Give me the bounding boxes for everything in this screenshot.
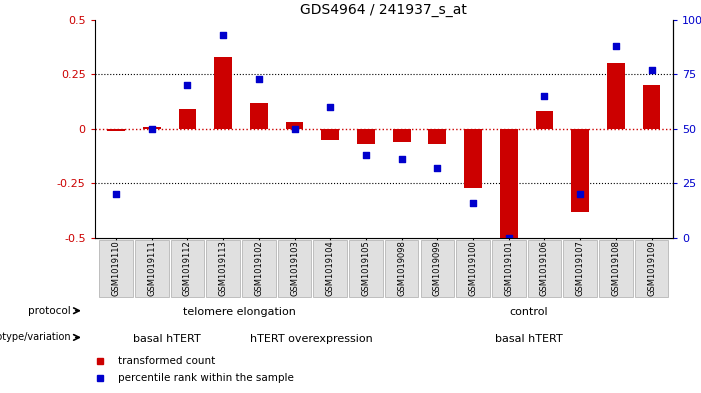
Text: hTERT overexpression: hTERT overexpression: [250, 334, 373, 344]
FancyBboxPatch shape: [170, 240, 204, 297]
Text: percentile rank within the sample: percentile rank within the sample: [118, 373, 294, 383]
Text: GSM1019099: GSM1019099: [433, 241, 442, 296]
Text: GSM1019109: GSM1019109: [647, 241, 656, 296]
Bar: [428, 129, 447, 144]
FancyBboxPatch shape: [100, 240, 132, 297]
Bar: [215, 57, 232, 129]
Point: [396, 156, 407, 162]
Point: [503, 235, 515, 241]
FancyBboxPatch shape: [385, 240, 418, 297]
FancyBboxPatch shape: [313, 240, 347, 297]
Point: [360, 152, 372, 158]
Bar: [285, 122, 304, 129]
FancyBboxPatch shape: [206, 240, 240, 297]
FancyBboxPatch shape: [564, 240, 597, 297]
Bar: [393, 129, 411, 142]
Point: [646, 67, 657, 73]
Text: GSM1019102: GSM1019102: [254, 241, 264, 296]
Text: GSM1019098: GSM1019098: [397, 240, 406, 296]
Text: basal hTERT: basal hTERT: [133, 334, 200, 344]
Bar: [571, 129, 589, 211]
Bar: [250, 103, 268, 129]
FancyBboxPatch shape: [599, 240, 632, 297]
Text: GSM1019107: GSM1019107: [576, 240, 585, 296]
Text: protocol: protocol: [28, 306, 71, 316]
Bar: [607, 63, 625, 129]
Bar: [143, 127, 161, 129]
Title: GDS4964 / 241937_s_at: GDS4964 / 241937_s_at: [300, 3, 468, 17]
Point: [325, 104, 336, 110]
Bar: [536, 111, 553, 129]
Point: [146, 125, 157, 132]
FancyBboxPatch shape: [421, 240, 454, 297]
Point: [611, 43, 622, 49]
Bar: [464, 129, 482, 187]
Text: genotype/variation: genotype/variation: [0, 332, 71, 342]
Text: GSM1019101: GSM1019101: [504, 241, 513, 296]
Point: [289, 125, 300, 132]
Bar: [107, 129, 125, 131]
Point: [111, 191, 122, 197]
FancyBboxPatch shape: [242, 240, 275, 297]
Text: GSM1019100: GSM1019100: [468, 241, 477, 296]
Bar: [500, 129, 517, 238]
Point: [468, 200, 479, 206]
Text: GSM1019108: GSM1019108: [611, 240, 620, 296]
FancyBboxPatch shape: [635, 240, 668, 297]
Text: control: control: [509, 307, 547, 317]
Point: [432, 165, 443, 171]
Text: GSM1019110: GSM1019110: [111, 241, 121, 296]
Bar: [321, 129, 339, 140]
FancyBboxPatch shape: [278, 240, 311, 297]
Text: GSM1019112: GSM1019112: [183, 241, 192, 296]
Text: GSM1019111: GSM1019111: [147, 241, 156, 296]
Point: [182, 82, 193, 88]
Point: [539, 93, 550, 99]
Text: basal hTERT: basal hTERT: [494, 334, 562, 344]
Point: [253, 75, 264, 82]
FancyBboxPatch shape: [492, 240, 526, 297]
FancyBboxPatch shape: [135, 240, 168, 297]
Text: GSM1019104: GSM1019104: [326, 241, 335, 296]
Text: GSM1019105: GSM1019105: [362, 241, 370, 296]
Point: [575, 191, 586, 197]
Text: transformed count: transformed count: [118, 356, 215, 366]
Bar: [643, 85, 660, 129]
Text: GSM1019106: GSM1019106: [540, 240, 549, 296]
Text: telomere elongation: telomere elongation: [183, 307, 296, 317]
FancyBboxPatch shape: [349, 240, 383, 297]
Bar: [179, 109, 196, 129]
Bar: [357, 129, 375, 144]
Text: GSM1019103: GSM1019103: [290, 240, 299, 296]
FancyBboxPatch shape: [456, 240, 490, 297]
FancyBboxPatch shape: [528, 240, 562, 297]
Text: GSM1019113: GSM1019113: [219, 240, 228, 296]
Point: [217, 32, 229, 38]
